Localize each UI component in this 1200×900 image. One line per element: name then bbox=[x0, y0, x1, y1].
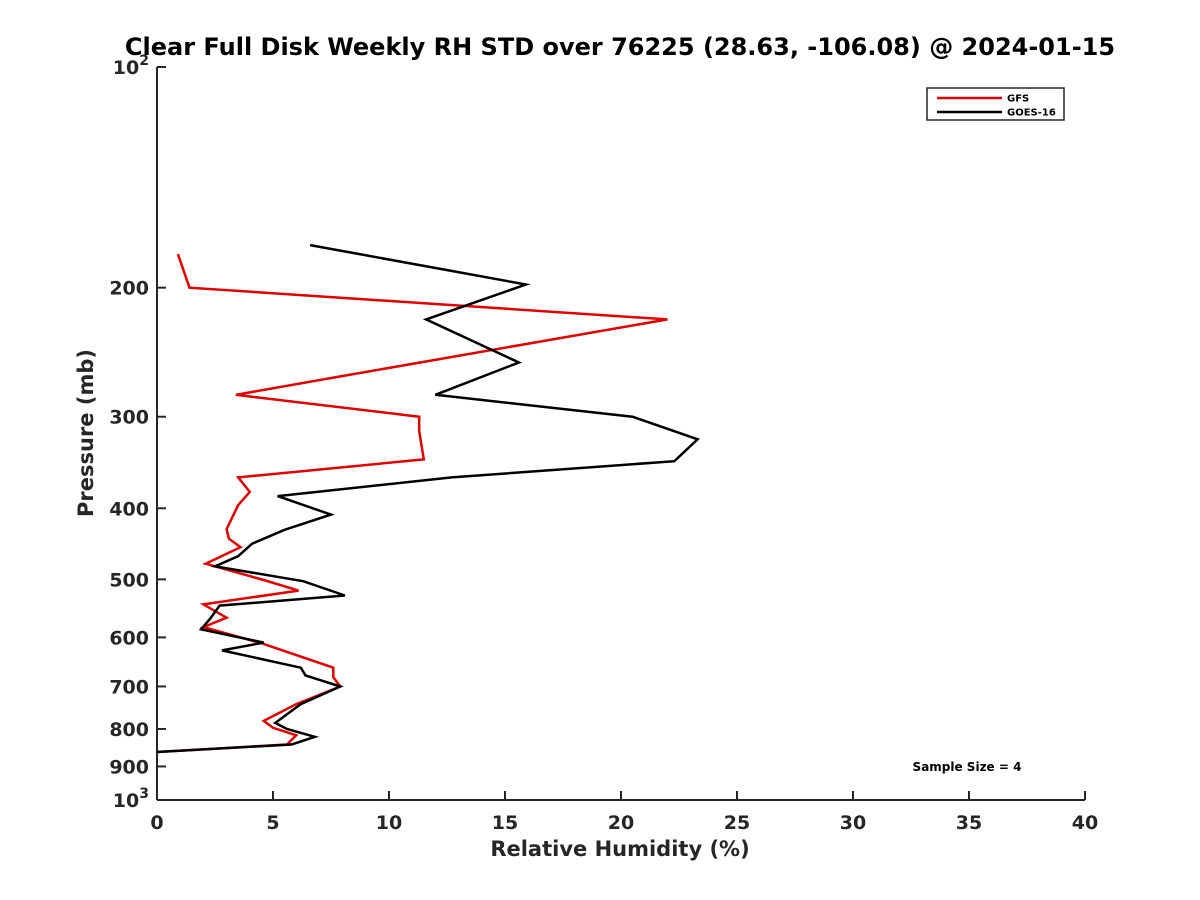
y-tick-label: 400 bbox=[109, 498, 149, 520]
x-tick-label: 35 bbox=[956, 812, 982, 834]
y-tick-label: 102 bbox=[113, 53, 149, 79]
y-tick-label: 500 bbox=[109, 569, 149, 591]
axes: 0 5 10 15 20 25 30 35 40 102 200 300 400 500 600 700 800… bbox=[109, 53, 1098, 834]
y-tick-label: 300 bbox=[109, 407, 149, 429]
legend: GFS GOES-16 bbox=[926, 87, 1065, 121]
x-tick-label: 5 bbox=[266, 812, 279, 834]
chart-title: Clear Full Disk Weekly RH STD over 76225… bbox=[125, 33, 1115, 61]
legend-box bbox=[926, 87, 1065, 121]
y-tick-label: 800 bbox=[109, 719, 149, 741]
x-tick-label: 20 bbox=[608, 812, 634, 834]
x-tick-label: 15 bbox=[492, 812, 518, 834]
series-line-gfs bbox=[156, 253, 668, 754]
legend-label: GFS bbox=[1007, 94, 1029, 105]
x-axis-label: Relative Humidity (%) bbox=[490, 837, 749, 861]
series-layer bbox=[156, 243, 700, 754]
y-tick-label: 900 bbox=[109, 756, 149, 778]
y-tick-label: 700 bbox=[109, 676, 149, 698]
y-tick-label: 200 bbox=[109, 278, 149, 300]
x-tick-label: 40 bbox=[1072, 812, 1098, 834]
y-tick-label: 600 bbox=[109, 627, 149, 649]
y-tick-label: 103 bbox=[113, 786, 149, 812]
x-tick-label: 25 bbox=[724, 812, 750, 834]
x-tick-label: 0 bbox=[150, 812, 163, 834]
series-line-goes-16 bbox=[156, 243, 700, 754]
y-axis-label: Pressure (mb) bbox=[74, 349, 98, 517]
x-tick-label: 30 bbox=[840, 812, 866, 834]
legend-label: GOES-16 bbox=[1007, 108, 1056, 119]
sample-size-annotation: Sample Size = 4 bbox=[913, 760, 1022, 774]
x-tick-label: 10 bbox=[376, 812, 402, 834]
